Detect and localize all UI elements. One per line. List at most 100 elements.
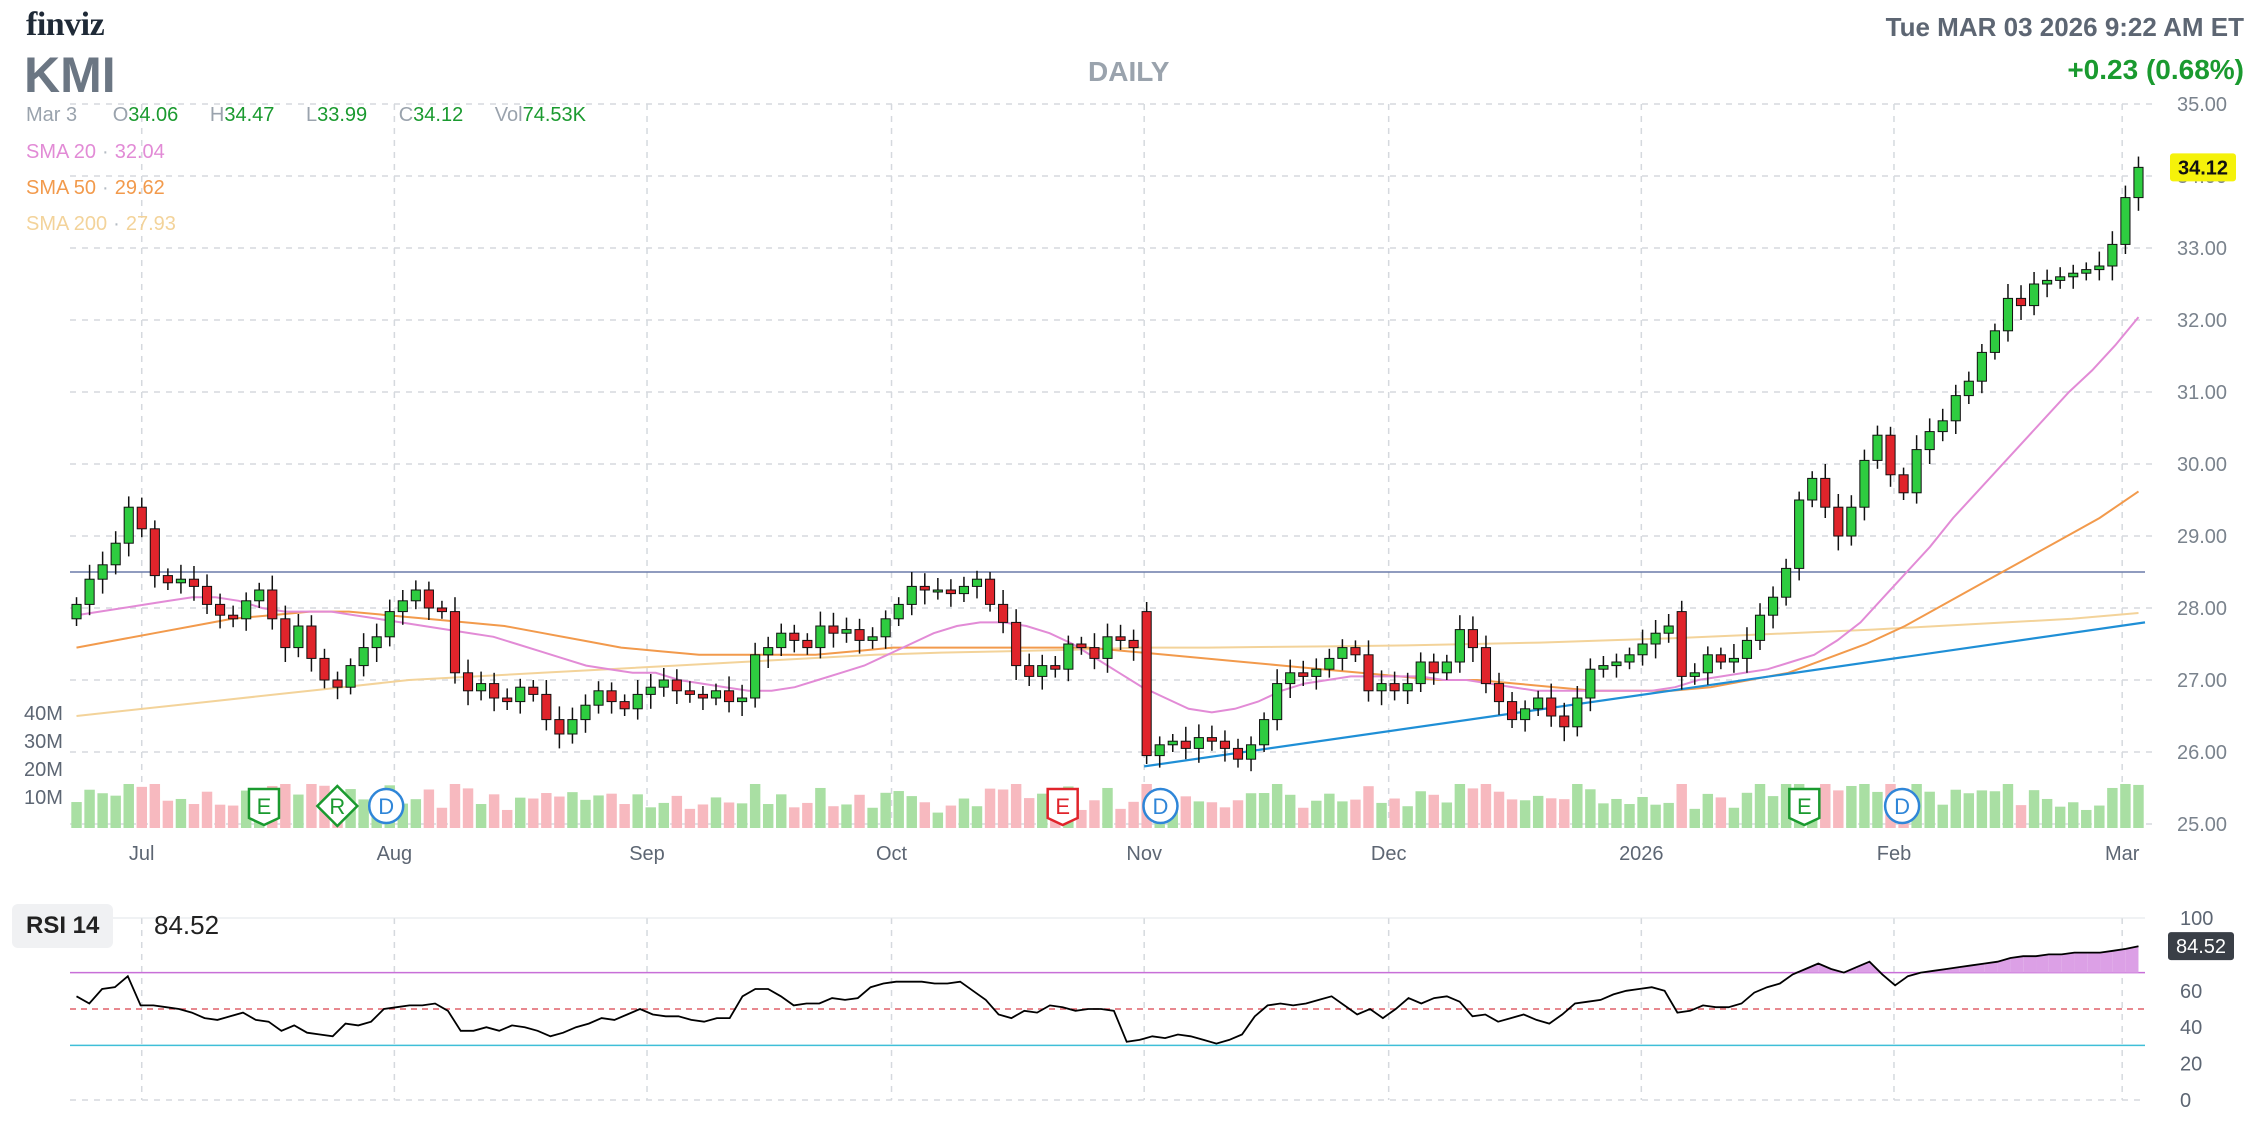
sma50-legend[interactable]: SMA 50 · 29.62 (26, 177, 165, 199)
month-tick-label: Dec (1371, 843, 1407, 865)
volume-bar (2094, 805, 2105, 828)
candle-body (1154, 744, 1165, 757)
candle-body (397, 600, 408, 613)
candle-body (1859, 459, 1870, 508)
volume-bar (1976, 790, 1988, 828)
dividend-marker-icon (367, 787, 405, 825)
volume-bar (1715, 797, 1727, 828)
candle-body (1989, 330, 2000, 353)
dividend-marker-icon (1142, 787, 1179, 825)
candle-body (1480, 647, 1492, 685)
rsi-overbought-fill (2061, 952, 2075, 973)
candle-body (710, 690, 722, 699)
volume-bar (1545, 798, 1557, 828)
candle-body (1559, 715, 1570, 728)
rsi-tick-label: 100 (2180, 908, 2213, 930)
candle-body (1820, 477, 1831, 508)
volume-bar (1663, 802, 1674, 828)
candle-body (149, 528, 160, 577)
price-tick-label: 25.00 (2177, 814, 2227, 836)
candle-body (332, 679, 343, 688)
sma20-legend[interactable]: SMA 20 · 32.04 (26, 141, 165, 163)
timeframe-label[interactable]: DAILY (1088, 56, 1170, 87)
ticker-symbol: KMI (24, 47, 116, 103)
candle-body (893, 603, 904, 620)
price-tick-label: 30.00 (2177, 454, 2227, 476)
candle-body (1402, 683, 1413, 692)
candle-body (436, 607, 448, 613)
volume-bar (776, 794, 787, 828)
event-marker-dividend: D (1142, 787, 1179, 825)
volume-bar (997, 789, 1009, 828)
volume-bar (410, 799, 422, 828)
rsi-overbought-fill (2048, 954, 2062, 973)
finviz-logo[interactable]: finviz (26, 6, 105, 43)
candle-body (1598, 665, 1609, 670)
rsi-overbought-fill (1946, 967, 1960, 973)
candle-body (867, 636, 878, 641)
month-tick-label: Feb (1877, 843, 1911, 865)
volume-tick-label: 40M (24, 703, 63, 725)
volume-bar (358, 799, 369, 828)
candle-body (1024, 665, 1035, 677)
volume-bar (945, 805, 957, 828)
candle-body (737, 697, 748, 703)
volume-bar (280, 784, 291, 828)
candle-body (1846, 506, 1857, 537)
candle-body (984, 578, 996, 605)
volume-bar (1637, 796, 1648, 828)
volume-bar (2015, 805, 2027, 828)
candle-body (1050, 665, 1061, 670)
sma50-value: 29.62 (114, 177, 165, 199)
volume-bar (1519, 800, 1531, 828)
rsi-last-badge (2168, 932, 2234, 961)
volume-bar (1989, 791, 2001, 828)
candle-body (776, 632, 787, 649)
candle-body (110, 542, 121, 566)
volume-bar (1493, 791, 1505, 828)
volume-bar (1598, 803, 1609, 828)
volume-bar (1624, 804, 1635, 828)
candle-body (763, 647, 774, 656)
volume-bar (1767, 796, 1779, 828)
candle-body (267, 589, 278, 620)
open-label: O (112, 104, 129, 126)
vol-value: 74.53K (522, 104, 586, 126)
volume-bar (2028, 790, 2040, 828)
candle-body (1781, 567, 1792, 598)
candle-body (958, 585, 970, 595)
volume-bar (2107, 787, 2118, 828)
volume-bar (175, 798, 187, 828)
candle-body (1663, 625, 1674, 634)
volume-bar (515, 797, 526, 828)
low-label: L (305, 104, 318, 126)
candle-body (1115, 636, 1126, 641)
rsi-overbought-fill (2036, 954, 2049, 973)
price-tick-label: 29.00 (2177, 526, 2227, 548)
candle-body (1741, 639, 1753, 659)
volume-bar (1741, 792, 1753, 828)
volume-bar (958, 798, 970, 828)
candle-body (1376, 683, 1387, 692)
sma200-legend[interactable]: SMA 200 · 27.93 (26, 213, 176, 235)
candle-body (476, 683, 487, 692)
volume-bar (1193, 801, 1205, 828)
candle-body (1898, 474, 1909, 494)
volume-bar (606, 793, 617, 828)
event-marker-label: E (257, 794, 272, 819)
price-tick-label: 26.00 (2177, 742, 2227, 764)
candle-body (593, 690, 604, 706)
event-marker-dividend: D (367, 787, 405, 825)
volume-bar (815, 787, 826, 828)
event-marker-label: E (1797, 794, 1812, 819)
candle-body (1911, 449, 1922, 494)
rsi-indicator-badge[interactable]: RSI 14 (12, 904, 114, 948)
volume-bar (501, 809, 513, 828)
candle-body (1715, 654, 1726, 663)
volume-bar (2081, 809, 2092, 828)
earnings-marker-icon (247, 787, 281, 827)
vol-label: Vol (494, 104, 523, 126)
candle-body (671, 679, 682, 692)
volume-bar (1467, 788, 1479, 828)
